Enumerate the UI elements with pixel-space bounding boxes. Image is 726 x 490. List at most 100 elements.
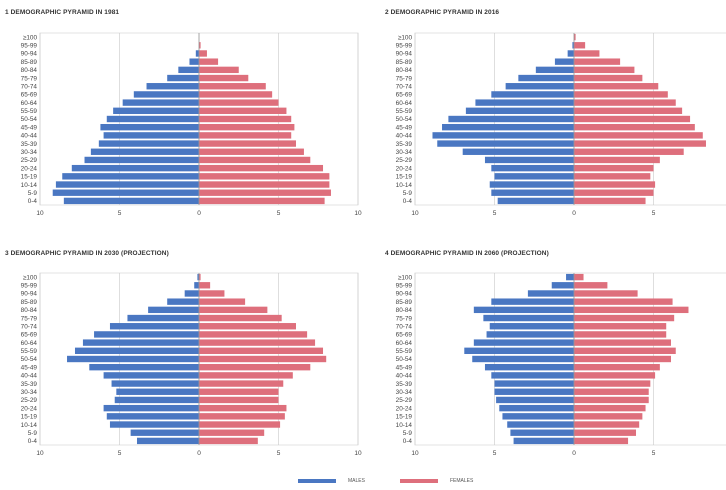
- bar-female: [199, 181, 330, 188]
- bar-female: [574, 58, 621, 65]
- bar-male: [67, 355, 199, 363]
- age-tick-label: 45-49: [396, 364, 413, 371]
- plot-frame: [39, 32, 359, 206]
- legend-males-swatch: [298, 479, 336, 483]
- bar-female: [199, 347, 324, 355]
- bar-male: [566, 273, 574, 281]
- bar-male: [442, 123, 574, 131]
- age-tick-label: 50-54: [396, 116, 413, 123]
- bar-female: [574, 347, 676, 355]
- age-tick-label: 55-59: [21, 348, 38, 355]
- bar-female: [199, 123, 295, 131]
- age-tick-label: 30-34: [396, 389, 413, 396]
- bar-female: [199, 42, 201, 49]
- bar-male: [184, 290, 199, 297]
- bar-male: [507, 421, 574, 428]
- bar-male: [535, 66, 574, 74]
- x-tick-label: 0: [572, 210, 576, 217]
- age-tick-label: 80-84: [396, 307, 413, 314]
- age-tick-label: 15-19: [396, 174, 413, 181]
- age-tick-label: 5-9: [28, 430, 38, 437]
- bar-male: [491, 91, 574, 98]
- bar-male: [189, 58, 199, 65]
- bar-female: [199, 50, 207, 57]
- bar-male: [473, 306, 574, 314]
- age-tick-label: 0-4: [28, 438, 38, 445]
- age-tick-label: 60-64: [396, 100, 413, 107]
- age-tick-label: 10-14: [21, 182, 38, 189]
- bar-female: [199, 429, 265, 436]
- bar-female: [199, 355, 327, 363]
- bar-male: [464, 347, 574, 355]
- bar-female: [199, 298, 246, 305]
- age-tick-label: 35-39: [396, 381, 413, 388]
- bar-female: [574, 339, 671, 346]
- bar-male: [472, 355, 574, 363]
- age-tick-label: 70-74: [396, 83, 413, 90]
- bar-male: [437, 140, 574, 147]
- age-tick-label: 65-69: [21, 332, 38, 339]
- age-tick-label: 35-39: [396, 141, 413, 148]
- bar-male: [127, 314, 199, 322]
- bar-female: [199, 273, 201, 281]
- bar-male: [167, 74, 199, 82]
- bar-female: [574, 363, 660, 371]
- bar-male: [109, 421, 199, 428]
- bar-female: [574, 314, 675, 322]
- bar-male: [148, 306, 199, 314]
- age-tick-label: 95-99: [396, 43, 413, 50]
- bar-female: [574, 355, 671, 363]
- bar-female: [574, 421, 640, 428]
- chart-title: 2 DEMOGRAPHIC PYRAMID IN 2016: [385, 9, 500, 16]
- bar-male: [491, 164, 574, 172]
- age-tick-label: 70-74: [21, 83, 38, 90]
- age-tick-label: 85-89: [21, 59, 38, 66]
- bar-male: [130, 429, 199, 436]
- age-tick-label: 75-79: [21, 315, 38, 322]
- plot-frame: [39, 272, 359, 446]
- age-tick-label: 60-64: [21, 100, 38, 107]
- bar-female: [574, 107, 683, 115]
- x-tick-label: 5: [493, 210, 497, 217]
- bar-female: [199, 58, 219, 65]
- bar-male: [462, 148, 574, 155]
- bar-male: [52, 189, 199, 196]
- age-tick-label: 50-54: [396, 356, 413, 363]
- age-tick-label: 40-44: [396, 373, 413, 380]
- bar-female: [199, 413, 285, 420]
- bar-female: [199, 74, 249, 82]
- bar-male: [116, 388, 199, 395]
- bar-female: [574, 83, 659, 90]
- bar-female: [574, 413, 643, 420]
- age-tick-label: 35-39: [21, 381, 38, 388]
- bar-male: [494, 380, 574, 387]
- bar-female: [199, 323, 296, 330]
- age-tick-label: 95-99: [396, 283, 413, 290]
- bar-male: [122, 99, 199, 106]
- age-tick-label: 60-64: [396, 340, 413, 347]
- age-tick-label: 0-4: [403, 198, 413, 205]
- bar-male: [194, 282, 199, 289]
- age-tick-label: 40-44: [21, 373, 38, 380]
- age-tick-label: 80-84: [21, 67, 38, 74]
- legend-females-label: FEMALES: [450, 478, 474, 484]
- bar-female: [574, 437, 629, 445]
- bar-male: [494, 388, 574, 395]
- bar-female: [574, 33, 576, 41]
- bar-female: [574, 132, 703, 139]
- bar-female: [574, 306, 689, 314]
- age-tick-label: 20-24: [21, 405, 38, 412]
- bar-male: [502, 413, 574, 420]
- age-tick-label: ≥100: [23, 274, 38, 281]
- age-tick-label: 30-34: [21, 389, 38, 396]
- bar-male: [491, 189, 574, 196]
- x-tick-label: 10: [354, 450, 362, 457]
- bar-female: [574, 189, 654, 196]
- age-tick-label: 85-89: [396, 299, 413, 306]
- bar-female: [574, 380, 651, 387]
- age-tick-label: 90-94: [21, 291, 38, 298]
- age-tick-label: 90-94: [396, 291, 413, 298]
- bar-female: [199, 363, 311, 371]
- bar-female: [199, 83, 266, 90]
